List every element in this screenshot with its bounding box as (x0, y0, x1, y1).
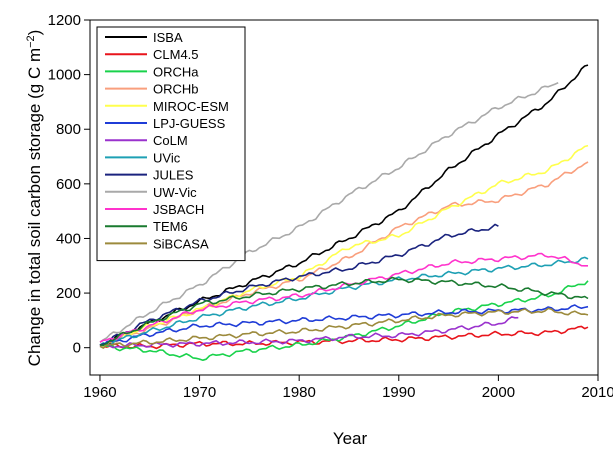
x-tick-label: 1960 (83, 384, 116, 401)
series-line-jsbach (99, 252, 588, 343)
legend-label: JULES (153, 168, 194, 183)
x-tick-label: 2000 (482, 384, 515, 401)
legend-label: ORCHb (153, 82, 199, 97)
legend-box (96, 26, 246, 262)
legend-label: ORCHa (153, 64, 199, 79)
legend-label: UVic (153, 150, 181, 165)
series-line-colm (99, 316, 519, 349)
x-axis-title: Year (333, 429, 368, 448)
plot-frame (89, 19, 599, 376)
legend-label: CoLM (153, 133, 188, 148)
series-line-orcha (99, 280, 589, 361)
y-axis-title-main: Change in total soil carbon storage (g C… (25, 48, 44, 366)
y-axis-title-superscript: −2 (25, 35, 37, 48)
legend: ISBA CLM4.5 ORCHa ORCHb MIROC-ESM LPJ-GUESS Co… (96, 26, 246, 262)
x-tick-label: 1970 (183, 384, 216, 401)
legend-label: ISBA (153, 30, 183, 45)
series-line-isba (99, 64, 589, 346)
legend-label: CLM4.5 (153, 47, 199, 62)
series-line-clm4-5 (99, 325, 589, 350)
legend-label: TEM6 (153, 219, 188, 234)
y-tick-label: 400 (56, 230, 81, 247)
legend-label: LPJ-GUESS (153, 116, 226, 131)
y-tick-label: 0 (73, 340, 81, 357)
series-line-sibcasa (99, 307, 589, 349)
y-tick-label: 800 (56, 121, 81, 138)
series-line-lpj-guess (99, 304, 589, 347)
x-tick-label: 2010 (581, 384, 613, 401)
axes-group: 1960 1970 1980 1990 2000 2010 0 200 400 600 800 100… (48, 12, 613, 401)
y-tick-label: 1000 (48, 67, 81, 84)
y-tick-label: 1200 (48, 12, 81, 29)
series-line-uvic (99, 256, 589, 346)
plot-group (99, 64, 589, 361)
x-tick-label: 1990 (382, 384, 415, 401)
y-tick-label: 600 (56, 176, 81, 193)
y-tick-label: 200 (56, 285, 81, 302)
x-tick-label: 1980 (282, 384, 315, 401)
y-axis-title: Change in total soil carbon storage (g C… (25, 30, 44, 367)
legend-label: SiBCASA (153, 236, 209, 251)
series-line-tem6 (99, 276, 589, 347)
series-line-jules (99, 223, 499, 346)
y-axis-title-close: ) (25, 30, 44, 36)
series-line-uw-vic (99, 82, 559, 343)
legend-label: MIROC-ESM (153, 99, 229, 114)
series-line-miroc-esm (99, 144, 589, 347)
legend-label: JSBACH (153, 202, 204, 217)
legend-label: UW-Vic (153, 185, 197, 200)
